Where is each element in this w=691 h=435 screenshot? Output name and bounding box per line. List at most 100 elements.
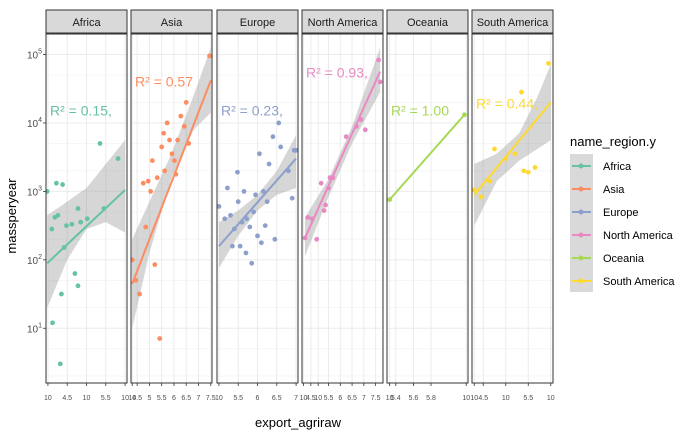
data-point (59, 291, 64, 297)
data-point (78, 219, 84, 225)
y-tick-exponent: 3 (38, 185, 42, 192)
facet-plot-area: R² = 0.15, (46, 34, 127, 383)
data-point (164, 120, 170, 126)
data-point (521, 168, 527, 174)
data-point (69, 221, 75, 227)
data-point (75, 206, 81, 211)
facet-europe: Europe R² = 0.23, 10 5.5 6 6.5 7 (215, 9, 299, 402)
data-point (97, 141, 103, 146)
data-point (115, 156, 121, 161)
y-tick-exponent: 1 (38, 322, 42, 329)
data-point (162, 168, 168, 174)
data-point (243, 250, 249, 256)
legend-item-south-america: South America (572, 276, 675, 288)
data-point (145, 178, 151, 184)
data-point (149, 158, 155, 163)
facet-strip-label: Asia (161, 17, 183, 29)
data-point (318, 180, 324, 186)
data-point (159, 144, 165, 150)
data-point (175, 137, 181, 143)
x-tick-label: 10 (314, 395, 322, 402)
r2-label: R² = 0.23, (221, 102, 283, 118)
facet-strip (471, 9, 554, 34)
y-tick-label: 102 (27, 254, 42, 267)
facet-plot-area: R² = 0.57 (131, 34, 212, 383)
confidence-band (474, 64, 551, 226)
facet-plot-area: R² = 0.44, (472, 34, 553, 383)
x-tick-label: 6 (338, 395, 342, 402)
x-tick-label: 10 (83, 395, 91, 402)
data-point (512, 151, 518, 157)
data-point (55, 212, 61, 218)
x-tick-label: 7.5 (206, 395, 216, 402)
x-tick-label: 7 (362, 395, 366, 402)
facet-strip (216, 9, 299, 34)
facet-africa: Africa R² = 0.15, 10 4.5 10 5.5 10 (44, 9, 129, 402)
data-point (178, 113, 184, 119)
x-tick-label: 5.5 (324, 395, 334, 402)
data-point (532, 165, 538, 170)
r2-label: R² = 0.57 (135, 74, 193, 90)
data-point (161, 130, 167, 136)
y-tick-label: 105 (27, 49, 42, 62)
data-point (270, 134, 276, 140)
data-point (251, 209, 257, 215)
data-point (183, 100, 189, 105)
legend-label: South America (603, 276, 675, 288)
x-tick-label: 6.5 (181, 395, 191, 402)
legend-key-background (570, 154, 593, 292)
data-point (247, 224, 253, 230)
x-tick-label: 5.5 (101, 395, 111, 402)
data-point (258, 240, 264, 246)
x-tick-label: 5 (147, 395, 151, 402)
x-tick-label: 6.5 (347, 395, 357, 402)
legend-key-point (578, 278, 584, 284)
legend-key-point (578, 209, 584, 215)
data-point (54, 180, 59, 186)
data-point (148, 188, 154, 194)
data-point (172, 158, 177, 163)
data-point (272, 236, 278, 242)
legend-label: Asia (603, 184, 625, 196)
data-point (323, 202, 328, 208)
facet-strip (301, 9, 384, 34)
x-tick-label: 6 (256, 395, 260, 402)
legend-items: Africa Asia Europe North America Oceania Sout… (570, 154, 675, 292)
data-point (237, 243, 243, 249)
data-point (487, 178, 493, 184)
facet-strip-label: Europe (240, 17, 275, 29)
data-point (546, 61, 551, 66)
x-tick-label: 10 (502, 395, 510, 402)
legend-label: North America (603, 230, 674, 242)
data-point (249, 260, 255, 266)
r2-label: R² = 0.15, (50, 102, 112, 118)
x-tick-label: 10 (121, 395, 129, 402)
facet-border (471, 33, 554, 384)
y-tick-exponent: 2 (38, 254, 42, 261)
facet-border (130, 33, 213, 384)
x-tick-label: 10 (44, 395, 52, 402)
facet-border (386, 33, 469, 384)
legend-title: name_region.y (570, 134, 656, 149)
x-tick-label: 5.5 (523, 395, 533, 402)
x-tick-label: 5.6 (409, 395, 419, 402)
facet-plot-area: R² = 0.93, (302, 34, 383, 383)
x-tick-label: 7 (197, 395, 201, 402)
legend-key-point (578, 255, 584, 261)
y-tick-exponent: 5 (38, 49, 42, 56)
legend-key-point (578, 232, 584, 238)
x-tick-label: 10 (300, 395, 308, 402)
data-point (472, 187, 477, 193)
x-tick-label: 10 (462, 395, 470, 402)
data-point (222, 216, 228, 222)
legend-item-north-america: North America (572, 230, 674, 242)
data-point (46, 188, 50, 194)
confidence-band (47, 140, 126, 308)
data-point (64, 223, 69, 229)
data-point (207, 53, 212, 59)
data-point (262, 223, 268, 229)
x-tick-label: 10 (386, 395, 394, 402)
legend-key-point (578, 163, 584, 169)
